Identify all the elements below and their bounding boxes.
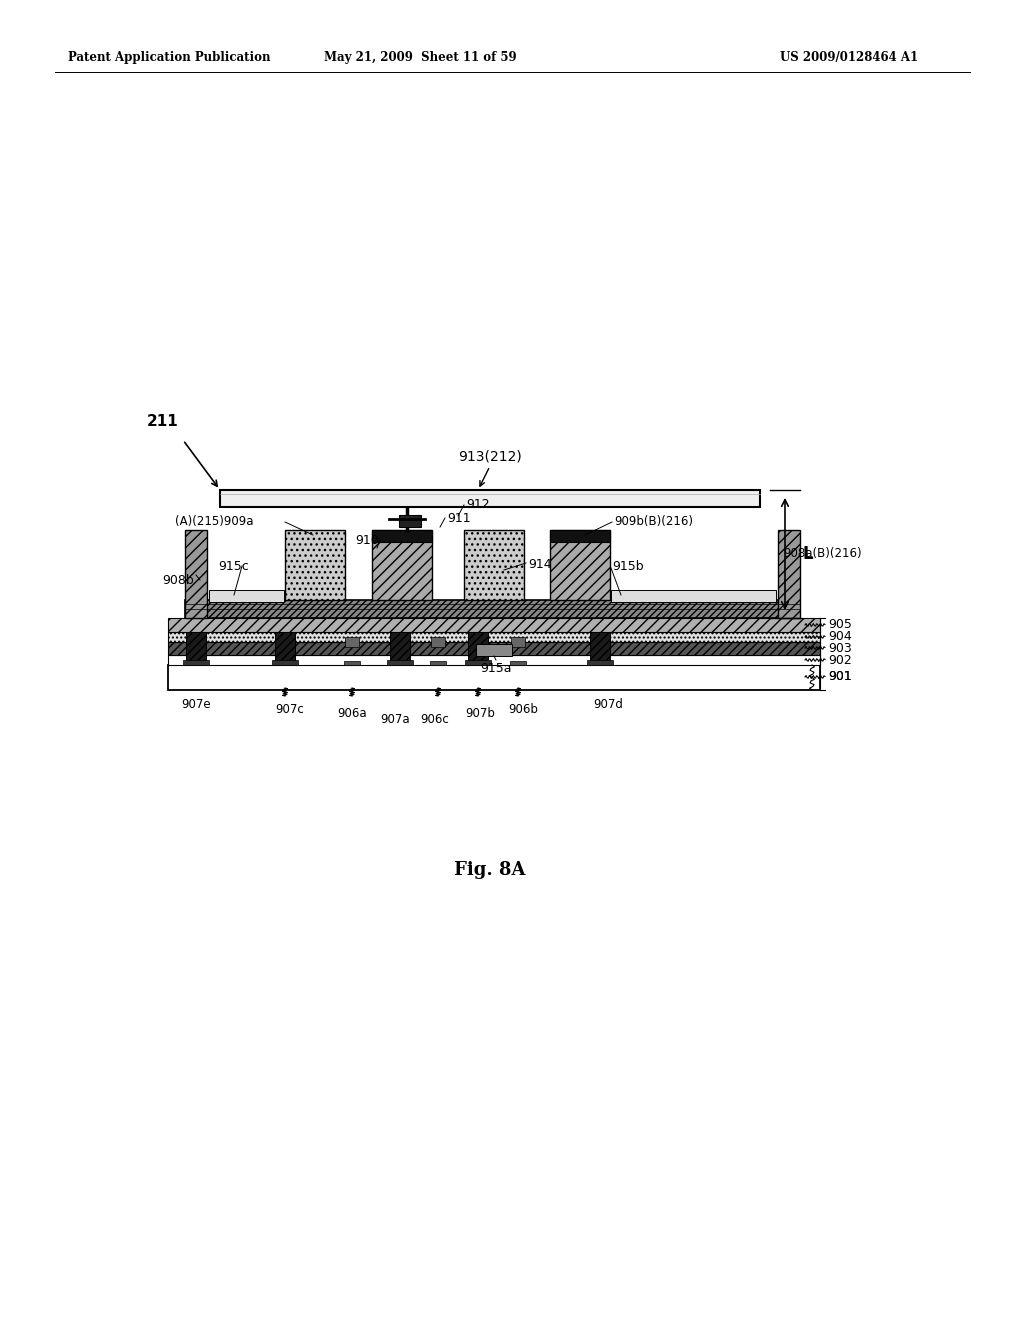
Bar bbox=[465, 660, 490, 665]
Text: US 2009/0128464 A1: US 2009/0128464 A1 bbox=[780, 51, 919, 65]
Text: 901: 901 bbox=[828, 671, 852, 684]
Bar bbox=[511, 638, 525, 647]
Bar bbox=[550, 531, 610, 543]
Bar bbox=[168, 642, 820, 655]
Bar bbox=[168, 618, 820, 632]
Bar bbox=[431, 638, 445, 647]
Text: L: L bbox=[803, 545, 814, 564]
Text: 906c: 906c bbox=[421, 713, 450, 726]
Text: 907d: 907d bbox=[593, 698, 623, 711]
Bar bbox=[550, 531, 610, 601]
Text: 911: 911 bbox=[447, 511, 471, 524]
Bar bbox=[185, 531, 207, 618]
Text: 909b(B)(216): 909b(B)(216) bbox=[614, 516, 693, 528]
Bar bbox=[186, 632, 206, 665]
Text: 915a: 915a bbox=[480, 663, 512, 675]
Bar bbox=[468, 632, 488, 665]
Bar bbox=[344, 661, 360, 665]
Bar bbox=[209, 590, 284, 602]
Text: Patent Application Publication: Patent Application Publication bbox=[68, 51, 270, 65]
Bar bbox=[285, 531, 345, 601]
Bar bbox=[476, 644, 512, 656]
Bar bbox=[372, 531, 432, 543]
Text: 912: 912 bbox=[466, 499, 489, 511]
Text: 908b: 908b bbox=[162, 573, 194, 586]
Bar bbox=[168, 665, 820, 690]
Text: 907b: 907b bbox=[465, 708, 495, 719]
Bar bbox=[464, 531, 524, 601]
Text: 906b: 906b bbox=[508, 704, 538, 715]
Text: Fig. 8A: Fig. 8A bbox=[455, 861, 525, 879]
Text: 910: 910 bbox=[355, 533, 379, 546]
Text: 907e: 907e bbox=[181, 698, 211, 711]
Text: 915c: 915c bbox=[218, 560, 249, 573]
Bar bbox=[220, 490, 760, 507]
Text: 901: 901 bbox=[828, 671, 852, 684]
Bar bbox=[430, 661, 446, 665]
Text: 902: 902 bbox=[828, 653, 852, 667]
Bar bbox=[168, 632, 820, 642]
Bar bbox=[587, 660, 613, 665]
Bar bbox=[185, 601, 800, 618]
Bar bbox=[399, 515, 421, 527]
Bar bbox=[778, 531, 800, 618]
Bar bbox=[390, 632, 410, 665]
Text: (A)(215)909a: (A)(215)909a bbox=[175, 516, 254, 528]
Bar bbox=[372, 531, 432, 601]
Bar bbox=[168, 655, 820, 665]
Text: May 21, 2009  Sheet 11 of 59: May 21, 2009 Sheet 11 of 59 bbox=[324, 51, 516, 65]
Text: 907c: 907c bbox=[275, 704, 304, 715]
Text: 906a: 906a bbox=[337, 708, 367, 719]
Bar bbox=[387, 660, 413, 665]
Text: 914: 914 bbox=[528, 558, 552, 572]
Text: 905: 905 bbox=[828, 619, 852, 631]
Text: 913(212): 913(212) bbox=[458, 449, 522, 463]
Bar bbox=[183, 660, 209, 665]
Text: 907a: 907a bbox=[380, 713, 410, 726]
Bar bbox=[272, 660, 298, 665]
Bar bbox=[590, 632, 610, 665]
Bar bbox=[611, 590, 776, 602]
Bar bbox=[510, 661, 526, 665]
Bar bbox=[345, 638, 359, 647]
Text: 908a(B)(216): 908a(B)(216) bbox=[783, 546, 861, 560]
Text: 903: 903 bbox=[828, 642, 852, 655]
Text: 915b: 915b bbox=[612, 560, 644, 573]
Text: 211: 211 bbox=[147, 414, 179, 429]
Bar bbox=[275, 632, 295, 665]
Text: 904: 904 bbox=[828, 631, 852, 644]
